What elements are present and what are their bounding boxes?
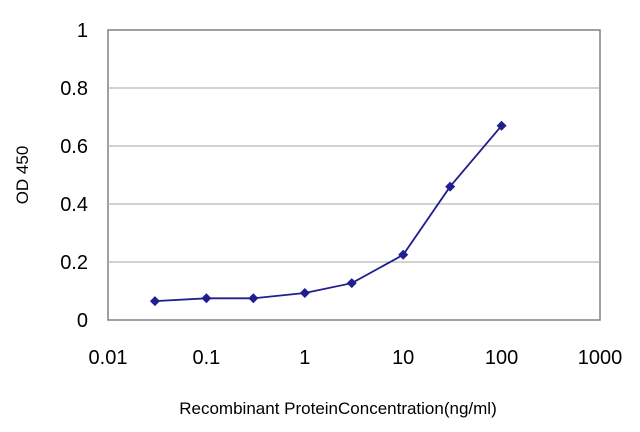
y-tick-label: 0.2 <box>60 252 88 274</box>
y-axis-title: OD 450 <box>13 146 32 205</box>
data-point <box>496 120 507 131</box>
x-tick-label: 1 <box>299 347 310 369</box>
series-group <box>149 120 507 307</box>
data-point <box>248 293 259 304</box>
data-point <box>149 296 160 307</box>
data-point <box>445 181 456 192</box>
data-point <box>346 278 357 289</box>
y-tick-label: 1 <box>77 20 88 42</box>
data-point <box>398 249 409 260</box>
y-tick-label: 0.6 <box>60 136 88 158</box>
x-tick-label: 1000 <box>578 347 623 369</box>
x-tick-label: 0.1 <box>192 347 220 369</box>
y-tick-label: 0 <box>77 310 88 332</box>
plot-area <box>107 29 601 321</box>
data-point <box>201 293 212 304</box>
x-axis-title: Recombinant ProteinConcentration(ng/ml) <box>179 399 497 418</box>
x-tick-label: 0.01 <box>89 347 128 369</box>
series-line-0 <box>154 125 503 302</box>
x-tick-label: 10 <box>392 347 414 369</box>
y-tick-labels: 0 0.2 0.4 0.6 0.8 1 <box>60 20 88 332</box>
y-tick-label: 0.4 <box>60 194 88 216</box>
x-tick-labels: 0.01 0.1 1 10 100 1000 <box>89 347 623 369</box>
x-tick-label: 100 <box>485 347 518 369</box>
data-point <box>299 288 310 299</box>
y-tick-label: 0.8 <box>60 78 88 100</box>
grid-lines <box>108 87 600 263</box>
